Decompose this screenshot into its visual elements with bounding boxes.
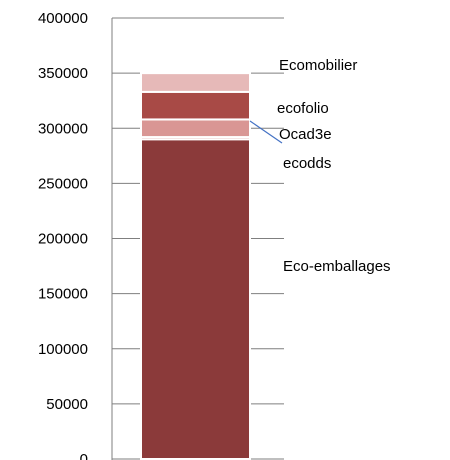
y-tick-label: 400000 (38, 10, 88, 27)
leader-line (249, 120, 283, 144)
series-label-ecodds: ecodds (283, 155, 331, 172)
bar-segments (140, 72, 251, 460)
y-tick-label: 250000 (38, 175, 88, 192)
y-tick-label: 350000 (38, 65, 88, 82)
y-tick-label: 100000 (38, 341, 88, 358)
y-tick-label: 300000 (38, 120, 88, 137)
bar-segment-ocad3e (140, 118, 251, 139)
series-label-ocad3e: Ocad3e (279, 126, 332, 143)
bar-segment-eco-emballages (140, 138, 251, 460)
bar-segment-ecomobilier (140, 72, 251, 93)
bar-segment-ecofolio (140, 90, 251, 121)
y-tick-labels: 0 50000 100000 150000 200000 250000 300000 3500… (38, 10, 88, 460)
y-tick-label: 0 (80, 451, 88, 460)
y-tick-label: 150000 (38, 286, 88, 303)
series-label-eco-emballages: Eco-emballages (283, 258, 391, 275)
y-tick-label: 200000 (38, 231, 88, 248)
y-tick-label: 50000 (46, 396, 88, 413)
series-label-ecomobilier: Ecomobilier (279, 57, 357, 74)
series-labels: Eco-emballages ecodds Ocad3e ecofolio Ecomob… (249, 57, 391, 275)
series-label-ecofolio: ecofolio (277, 100, 329, 117)
